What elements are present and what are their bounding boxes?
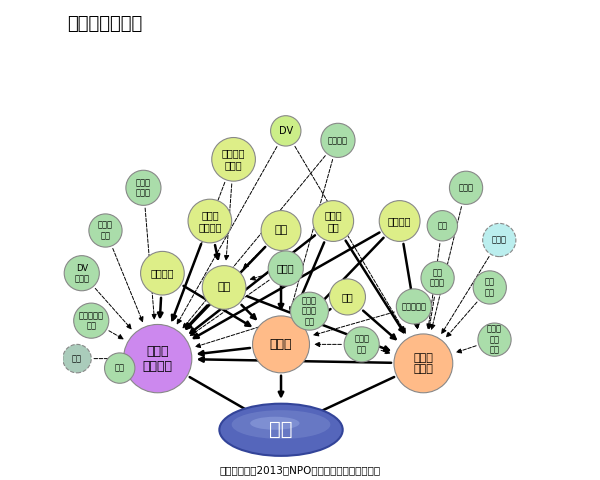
Text: 職場の
人間関係: 職場の 人間関係 [198,210,221,232]
Circle shape [271,116,301,146]
Circle shape [261,211,301,251]
Circle shape [344,327,379,362]
Circle shape [104,353,135,384]
Circle shape [253,316,310,373]
Circle shape [290,292,328,330]
Circle shape [313,201,353,241]
Circle shape [394,334,453,393]
Ellipse shape [232,410,331,439]
Text: 犯罪被害: 犯罪被害 [328,136,348,145]
Text: 仕事の
悩み: 仕事の 悩み [98,221,113,240]
Circle shape [478,323,511,356]
Text: 自殺の危機経路: 自殺の危機経路 [68,14,143,33]
Text: 負債: 負債 [341,292,353,302]
Text: DV
性暴力: DV 性暴力 [74,264,89,283]
Text: 過労: 過労 [274,226,287,236]
Circle shape [63,344,91,373]
Text: 失恋: 失恋 [437,221,448,230]
Text: 進路に
関する
悩み: 進路に 関する 悩み [302,296,317,326]
Circle shape [482,223,516,257]
Text: 被虐待: 被虐待 [458,183,473,192]
Ellipse shape [220,404,343,456]
Circle shape [212,137,256,181]
Circle shape [473,271,506,304]
Ellipse shape [250,417,299,430]
Circle shape [140,252,184,295]
Circle shape [64,256,100,291]
Text: 事業不振: 事業不振 [388,216,412,226]
Text: 高校
中退: 高校 中退 [485,278,495,297]
Circle shape [329,279,365,315]
Circle shape [379,201,420,241]
Circle shape [124,324,192,393]
Text: 不明: 不明 [72,354,82,363]
Text: 自殺実態白書2013（NPO法人ライフリンク）より: 自殺実態白書2013（NPO法人ライフリンク）より [220,465,380,475]
Text: 生活苦: 生活苦 [270,338,292,351]
Text: うつ病
精神疾患: うつ病 精神疾患 [143,345,173,372]
Circle shape [268,251,304,286]
Text: 病苦: 病苦 [115,364,125,372]
Text: 非正規
雇用: 非正規 雇用 [354,335,369,354]
Text: 家族間
の不和: 家族間 の不和 [413,352,433,374]
Text: アルコール
問題: アルコール 問題 [79,311,104,330]
Circle shape [89,214,122,247]
Text: ひきこもり: ひきこもり [401,302,427,311]
Text: 失業: 失業 [217,282,231,292]
Text: 職場環境
の変化: 職場環境 の変化 [222,148,245,170]
Circle shape [397,289,431,324]
Text: DV: DV [279,126,293,136]
Circle shape [188,199,232,243]
Text: 自殺: 自殺 [269,420,293,439]
Circle shape [202,265,246,309]
Text: 家族と
の死別: 家族と の死別 [136,178,151,197]
Text: 保証人
問題: 保証人 問題 [325,210,342,232]
Circle shape [321,123,355,157]
Text: 育児
の悩み: 育児 の悩み [430,268,445,288]
Circle shape [421,261,454,295]
Text: 身体疾患: 身体疾患 [151,268,174,278]
Circle shape [427,211,458,241]
Text: 介護・
看病
疲れ: 介護・ 看病 疲れ [487,325,502,355]
Circle shape [449,171,482,204]
Text: いじめ: いじめ [277,264,295,274]
Circle shape [126,170,161,205]
Circle shape [74,303,109,338]
Text: その他: その他 [492,236,507,244]
